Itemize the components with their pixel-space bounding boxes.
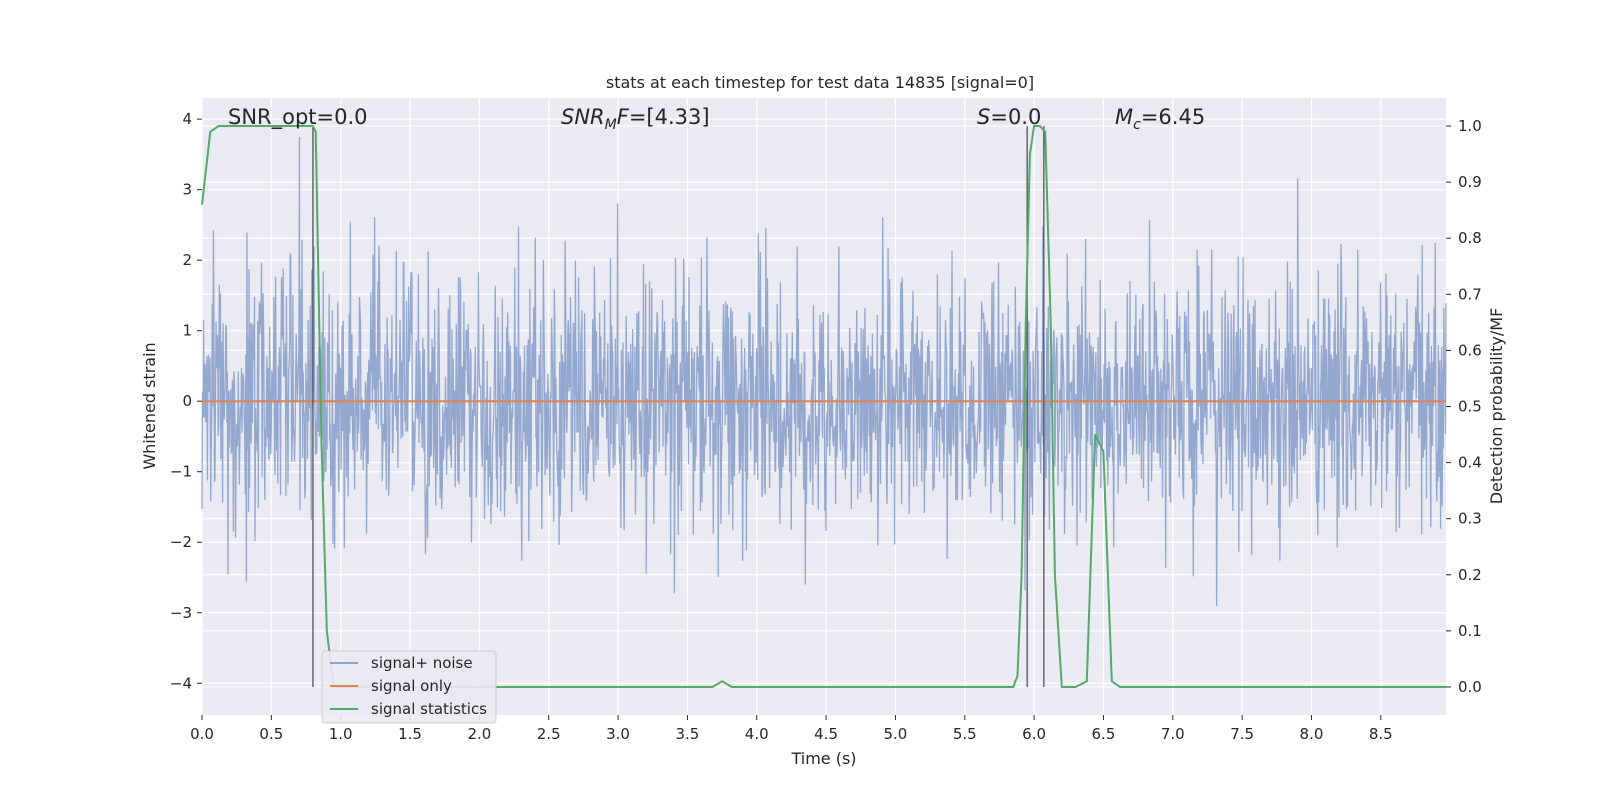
y-right-tick-label: 0.5	[1458, 398, 1482, 416]
y-left-axis-ticks: 4 3 2 1 0 −1 −2 −3 −4	[170, 110, 202, 692]
y-right-tick-label: 0.2	[1458, 566, 1482, 584]
x-tick-label: 6.0	[1022, 725, 1046, 743]
y-right-axis-ticks: 1.0 0.9 0.8 0.7 0.6 0.5 0.4 0.3 0.2 0.1 0.0	[1446, 117, 1482, 696]
x-tick-label: 6.5	[1092, 725, 1116, 743]
x-tick-label: 5.0	[883, 725, 907, 743]
y-right-tick-label: 0.3	[1458, 510, 1482, 528]
legend-label-signal-only: signal only	[371, 677, 452, 695]
x-tick-label: 4.0	[745, 725, 769, 743]
noise-trace	[201, 137, 1447, 607]
y-left-tick-label: 2	[182, 251, 192, 269]
annotation-s-stat: S=0.0	[977, 105, 1041, 129]
x-axis-label: Time (s)	[790, 749, 856, 768]
y-right-axis-label: Detection probability/MF	[1487, 308, 1506, 505]
legend-label-noise: signal+ noise	[371, 654, 473, 672]
annotation-mc: Mc=6.45	[1115, 105, 1205, 133]
x-tick-label: 2.0	[467, 725, 491, 743]
y-left-tick-label: −3	[170, 604, 192, 622]
y-right-tick-label: 0.4	[1458, 454, 1482, 472]
annotation-snr-opt: SNR_opt=0.0	[228, 105, 368, 130]
x-tick-label: 1.5	[398, 725, 422, 743]
annotation-snr-mf: SNRMF=[4.33]	[561, 105, 710, 133]
x-tick-label: 5.5	[953, 725, 977, 743]
x-tick-label: 0.0	[190, 725, 214, 743]
y-right-tick-label: 0.0	[1458, 678, 1482, 696]
y-left-tick-label: 0	[182, 392, 192, 410]
x-tick-label: 8.0	[1300, 725, 1324, 743]
x-tick-label: 3.5	[675, 725, 699, 743]
y-left-tick-label: 4	[182, 110, 192, 128]
y-right-tick-label: 1.0	[1458, 117, 1482, 135]
series-signal-noise	[201, 137, 1447, 607]
legend-label-statistics: signal statistics	[371, 700, 487, 718]
x-tick-label: 2.5	[537, 725, 561, 743]
y-right-tick-label: 0.1	[1458, 622, 1482, 640]
series-signal-statistics	[201, 125, 1447, 688]
x-tick-label: 1.0	[329, 725, 353, 743]
y-left-tick-label: −4	[170, 674, 192, 692]
x-tick-label: 8.5	[1369, 725, 1393, 743]
y-right-tick-label: 0.8	[1458, 229, 1482, 247]
y-right-tick-label: 0.6	[1458, 341, 1482, 359]
chart-title: stats at each timestep for test data 148…	[606, 73, 1034, 92]
y-right-tick-label: 0.7	[1458, 285, 1482, 303]
y-left-tick-label: 3	[182, 181, 192, 199]
x-tick-label: 0.5	[259, 725, 283, 743]
vertical-markers	[312, 126, 1045, 687]
x-tick-label: 7.0	[1161, 725, 1185, 743]
x-tick-label: 4.5	[814, 725, 838, 743]
x-tick-label: 3.0	[606, 725, 630, 743]
legend: signal+ noise signal only signal statist…	[321, 650, 497, 724]
y-left-tick-label: −1	[170, 463, 192, 481]
y-left-tick-label: −2	[170, 533, 192, 551]
y-right-tick-label: 0.9	[1458, 173, 1482, 191]
x-tick-label: 7.5	[1230, 725, 1254, 743]
x-axis-ticks: 0.0 0.5 1.0 1.5 2.0 2.5 3.0 3.5 4.0 4.5 5.0 5.5 6.0 6…	[190, 715, 1393, 743]
y-left-tick-label: 1	[182, 322, 192, 340]
y-left-axis-label: Whitened strain	[140, 342, 159, 469]
